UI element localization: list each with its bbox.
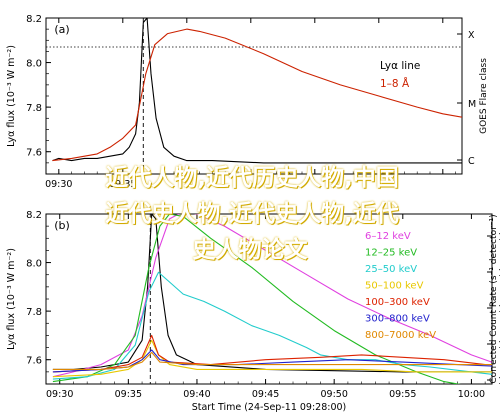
y-tick-label-2: 7.8 xyxy=(26,307,42,318)
right-tick-label-2: 10⁴ xyxy=(498,232,500,243)
legend-label: Lyα line xyxy=(380,60,420,72)
legend-label: 12–25 keV xyxy=(365,248,417,259)
panel-label-2: (b) xyxy=(54,219,70,232)
x-tick-label-2: 09:55 xyxy=(389,389,416,400)
watermark-line-2: 近代史人物,近代史人物,近代 xyxy=(105,201,399,227)
y-tick-label-1: 8.0 xyxy=(26,59,42,70)
series-line-ly-line xyxy=(52,18,462,164)
y-tick-label-1: 8.2 xyxy=(26,14,42,25)
y-axis-label-2: Lyα flux (10⁻³ W m⁻²) xyxy=(6,248,17,350)
series-line-6-12-kev xyxy=(52,214,492,378)
x-tick-label-2: 09:35 xyxy=(115,389,142,400)
x-tick-label-2: 10:00 xyxy=(458,389,485,400)
y-axis-label-1: Lyα flux (10⁻³ W m⁻²) xyxy=(6,45,17,147)
right-axis-label-2: Corrected Count Rate (s⁻¹ detector⁻¹) xyxy=(489,214,499,383)
right-tick-label-2: 10³ xyxy=(498,268,500,279)
legend-label: 800–7000 keV xyxy=(365,330,436,341)
plot-frame-1 xyxy=(45,17,463,175)
legend-label: 100–300 keV xyxy=(365,297,430,308)
legend-label: 50–100 keV xyxy=(365,281,424,292)
x-tick-label-1: 09:30 xyxy=(45,179,72,190)
right-tick-label-1: C xyxy=(468,156,475,167)
series-line-25-50-kev xyxy=(52,271,492,380)
legend-label: 6–12 keV xyxy=(365,231,411,242)
x-axis-label: Start Time (24-Sep-11 09:28:00) xyxy=(192,402,347,413)
legend-label: 1–8 Å xyxy=(380,77,410,90)
y-tick-label-1: 7.6 xyxy=(26,148,42,159)
series-line-1-8- xyxy=(52,28,462,162)
legend-label: 25–50 keV xyxy=(365,264,417,275)
y-tick-label-1: 7.8 xyxy=(26,103,42,114)
right-tick-label-2: 10⁰ xyxy=(498,376,500,387)
y-tick-label-2: 8.0 xyxy=(26,259,42,270)
right-axis-label-1: GOES Flare class xyxy=(479,58,489,134)
series-line-ly- xyxy=(52,214,492,373)
watermark-line-3: 史人物论文 xyxy=(192,237,308,263)
x-tick-label-2: 09:40 xyxy=(183,389,210,400)
series-line-800-7000-kev xyxy=(52,351,492,370)
legend-label: 300–800 keV xyxy=(365,314,430,325)
right-tick-label-1: X xyxy=(468,30,475,41)
y-tick-label-2: 7.6 xyxy=(26,356,42,367)
right-tick-label-2: 10¹ xyxy=(498,340,500,351)
x-tick-label-1: 09:35 xyxy=(109,179,136,190)
x-tick-label-2: 09:50 xyxy=(320,389,347,400)
panel-label-1: (a) xyxy=(54,23,69,36)
watermark-line-1: 近代人物,近代历史人物,中国 xyxy=(105,165,399,191)
series-line-300-800-kev xyxy=(52,349,492,373)
series-line-50-100-kev xyxy=(52,339,492,378)
right-tick-label-2: 10² xyxy=(498,304,500,315)
x-tick-label-2: 09:45 xyxy=(252,389,279,400)
x-tick-label-2: 09:30 xyxy=(46,389,73,400)
y-tick-label-2: 8.2 xyxy=(26,210,42,221)
right-tick-label-1: M xyxy=(468,99,476,110)
